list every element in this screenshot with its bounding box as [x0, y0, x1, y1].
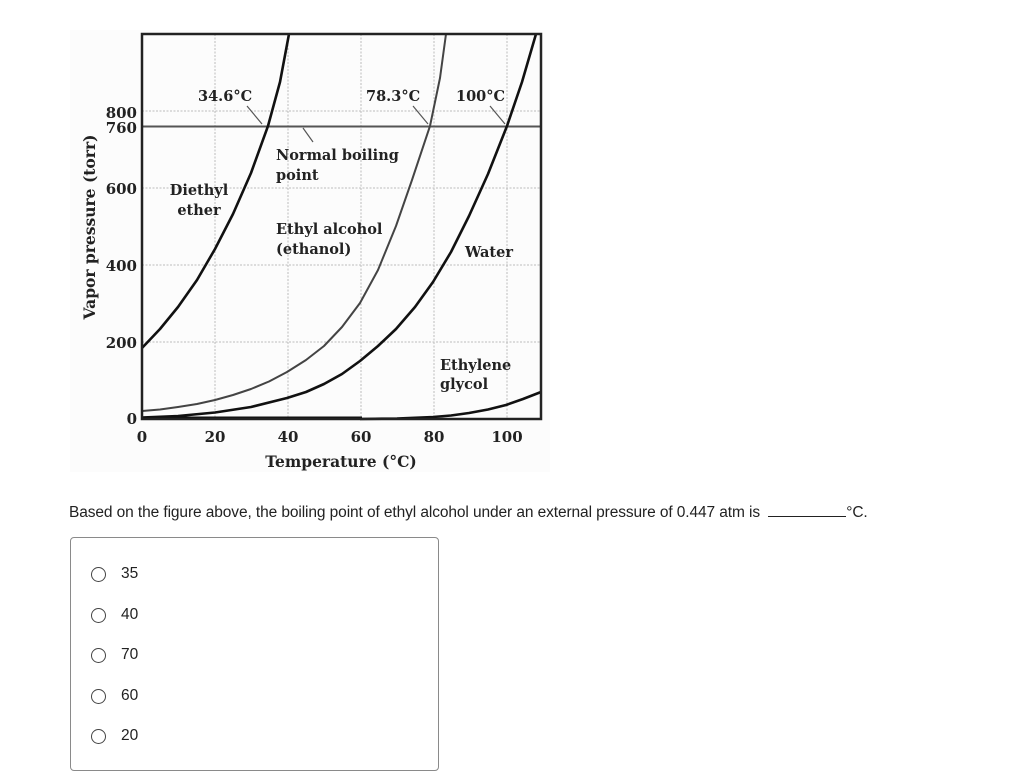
- option-label: 35: [121, 565, 139, 582]
- option-20[interactable]: 20: [91, 724, 138, 748]
- radio-button[interactable]: [91, 728, 106, 744]
- x-tick-40: 40: [278, 428, 299, 446]
- y-tick-0: 0: [127, 410, 137, 428]
- option-60[interactable]: 60: [91, 684, 138, 708]
- water-label: Water: [464, 244, 513, 261]
- vapor-pressure-chart: 0 20 40 60 80 100 0 200 400 600 760 800 …: [70, 30, 550, 472]
- tick-labels: 0 20 40 60 80 100 0 200 400 600 760 800: [106, 104, 523, 446]
- option-label: 70: [121, 646, 139, 663]
- x-axis-title: Temperature (°C): [265, 452, 417, 471]
- option-label: 20: [121, 727, 139, 744]
- ethanol-bp-annotation: 78.3°C: [366, 88, 420, 105]
- leader-lines: [246, 105, 506, 143]
- glycol-label-line2: glycol: [440, 376, 489, 393]
- ethanol-label-line2: (ethanol): [276, 241, 351, 258]
- diethyl-ether-curve: [141, 33, 291, 349]
- question-text: Based on the figure above, the boiling p…: [69, 502, 868, 522]
- answer-blank: [768, 502, 847, 517]
- radio-button[interactable]: [91, 607, 106, 623]
- ethanol-label-line1: Ethyl alcohol: [276, 221, 383, 238]
- question-prompt: Based on the figure above, the boiling p…: [69, 504, 760, 521]
- water-curve: [141, 33, 538, 419]
- plot-frame: [140, 32, 543, 421]
- y-tick-760: 760: [106, 119, 137, 137]
- option-40[interactable]: 40: [91, 603, 138, 627]
- x-tick-80: 80: [424, 428, 445, 446]
- ether-label-line1: Diethyl: [170, 182, 229, 199]
- x-tick-20: 20: [205, 428, 226, 446]
- radio-button[interactable]: [91, 566, 106, 582]
- y-tick-600: 600: [106, 180, 137, 198]
- question-unit: °C.: [846, 504, 868, 521]
- radio-button[interactable]: [91, 647, 106, 663]
- grid: [142, 34, 541, 419]
- option-35[interactable]: 35: [91, 562, 138, 586]
- normal-bp-label-line1: Normal boiling: [276, 147, 399, 164]
- ether-label-line2: ether: [177, 202, 221, 219]
- ether-bp-annotation: 34.6°C: [198, 88, 252, 105]
- option-label: 40: [121, 606, 139, 623]
- option-label: 60: [121, 687, 139, 704]
- x-tick-0: 0: [137, 428, 147, 446]
- normal-bp-label-line2: point: [276, 167, 319, 184]
- ethylene-glycol-curve: [359, 390, 542, 421]
- x-tick-60: 60: [351, 428, 372, 446]
- water-bp-annotation: 100°C: [456, 88, 505, 105]
- x-tick-100: 100: [491, 428, 522, 446]
- y-tick-400: 400: [106, 257, 137, 275]
- y-axis-title: Vapor pressure (torr): [80, 135, 99, 321]
- glycol-label-line1: Ethylene: [440, 357, 511, 374]
- radio-button[interactable]: [91, 688, 106, 704]
- option-70[interactable]: 70: [91, 643, 138, 667]
- chart-svg: 0 20 40 60 80 100 0 200 400 600 760 800 …: [80, 32, 543, 471]
- y-tick-200: 200: [106, 334, 137, 352]
- answer-options-box: 35 40 70 60 20: [70, 537, 439, 771]
- y-tick-800: 800: [106, 104, 137, 122]
- ethanol-curve: [141, 33, 447, 412]
